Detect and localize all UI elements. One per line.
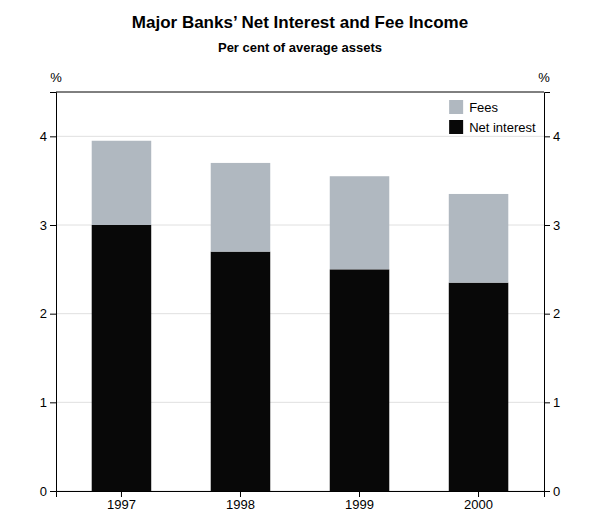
bar xyxy=(211,252,271,491)
bars xyxy=(92,141,509,491)
tick: 2 xyxy=(40,306,56,321)
tick: 3 xyxy=(40,218,56,233)
tick-mark xyxy=(359,491,360,497)
tick-mark xyxy=(121,491,122,497)
axis-line xyxy=(50,93,57,492)
legend: Fees Net interest xyxy=(449,100,536,135)
tick-mark xyxy=(544,136,550,137)
legend-item: Net interest xyxy=(449,120,536,135)
tick: 2 xyxy=(544,306,560,321)
tick-mark xyxy=(50,225,56,226)
tick-mark xyxy=(50,314,56,315)
tick-label: 2000 xyxy=(464,497,493,512)
legend-swatch xyxy=(449,100,463,114)
axis-line xyxy=(545,93,551,492)
tick: 1 xyxy=(40,395,56,410)
legend-item: Fees xyxy=(449,100,498,115)
tick-label: 1 xyxy=(40,395,47,410)
legend-label: Fees xyxy=(469,100,498,115)
tick-label: 2 xyxy=(553,306,560,321)
tick-mark xyxy=(50,491,56,492)
tick-label: 1999 xyxy=(345,497,374,512)
tick-label: 4 xyxy=(40,129,47,144)
bar xyxy=(92,141,152,225)
tick: 0 xyxy=(40,484,56,499)
tick: 1998 xyxy=(226,491,255,512)
series xyxy=(92,141,509,283)
tick: 4 xyxy=(544,129,560,144)
bar xyxy=(449,194,509,283)
tick-label: 0 xyxy=(553,484,560,499)
y-axis: 0 1 2 3 4 xyxy=(40,93,57,499)
frame-top xyxy=(56,92,544,93)
tick-mark xyxy=(544,225,550,226)
grid xyxy=(56,136,544,491)
tick: 1997 xyxy=(107,491,136,512)
tick-label: 4 xyxy=(553,129,560,144)
y2-axis-label: % xyxy=(538,70,550,85)
bar xyxy=(211,163,271,252)
tick: 1999 xyxy=(345,491,374,512)
tick: 1 xyxy=(544,395,560,410)
y-axis-label: % xyxy=(50,70,62,85)
subtitle: Per cent of average assets xyxy=(218,40,382,55)
tick-label: 1998 xyxy=(226,497,255,512)
tick: 2000 xyxy=(464,491,493,512)
bar xyxy=(449,283,509,491)
tick-mark xyxy=(478,491,479,497)
tick-mark xyxy=(544,402,550,403)
tick-label: 0 xyxy=(40,484,47,499)
plot: 0 1 2 3 4 0 1 2 3 4 1997 1998 1999 2000 Fees Net intere… xyxy=(40,92,560,512)
tick: 0 xyxy=(544,484,560,499)
axis-line xyxy=(57,492,545,498)
chart: Major Banks’ Net Interest and Fee Income… xyxy=(0,0,600,531)
tick-mark xyxy=(50,136,56,137)
tick-mark xyxy=(544,314,550,315)
y2-axis: 0 1 2 3 4 xyxy=(544,93,560,499)
bar xyxy=(330,269,390,491)
title: Major Banks’ Net Interest and Fee Income xyxy=(132,13,468,32)
tick-mark xyxy=(50,402,56,403)
bar xyxy=(330,176,390,269)
tick-label: 3 xyxy=(553,218,560,233)
bar xyxy=(92,225,152,491)
x-axis: 1997 1998 1999 2000 xyxy=(57,491,545,512)
tick: 3 xyxy=(544,218,560,233)
tick-label: 2 xyxy=(40,306,47,321)
tick-mark xyxy=(240,491,241,497)
tick: 4 xyxy=(40,129,56,144)
legend-label: Net interest xyxy=(469,120,536,135)
tick-label: 3 xyxy=(40,218,47,233)
series xyxy=(92,225,509,491)
tick-label: 1 xyxy=(553,395,560,410)
legend-swatch xyxy=(449,120,463,134)
grid-line xyxy=(56,136,544,137)
tick-label: 1997 xyxy=(107,497,136,512)
